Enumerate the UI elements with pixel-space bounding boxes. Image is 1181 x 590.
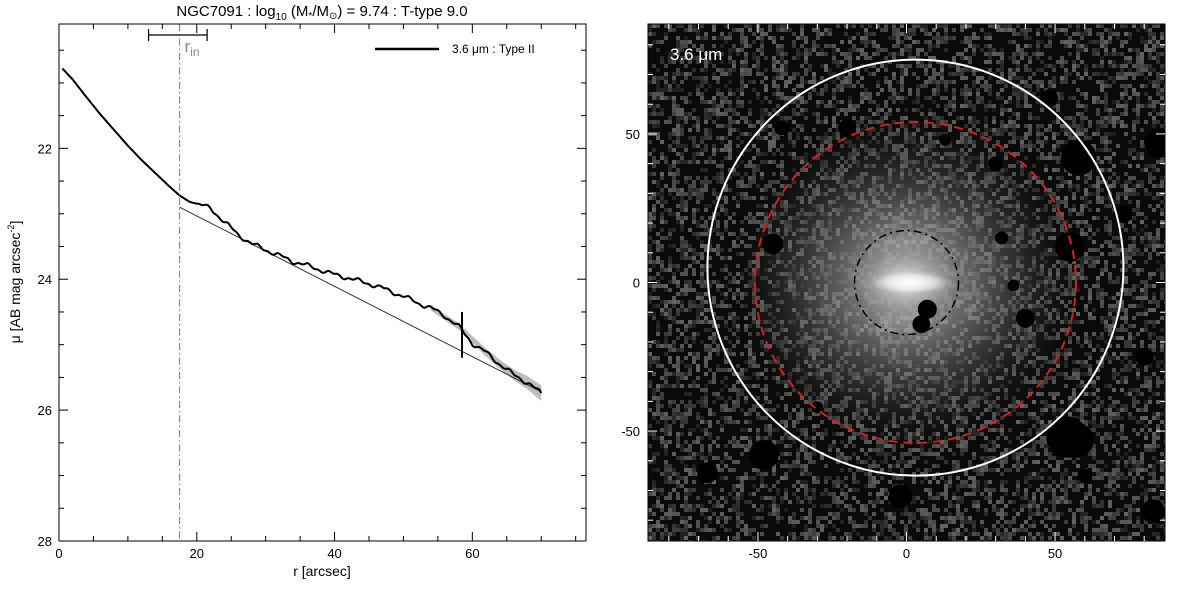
masked-source [838, 119, 856, 137]
x-tick-label: 50 [1048, 546, 1062, 561]
galaxy-image-panel: 3.6 μm -50 0 50 50 0 -50 [621, 23, 1166, 561]
fit-line [179, 206, 542, 393]
r-in-label: rin [185, 37, 200, 59]
noise-pixels [648, 28, 1165, 541]
x-tick-label: 0 [55, 546, 62, 561]
noise-pixels [652, 24, 1165, 541]
masked-source [762, 233, 784, 255]
chart-title: NGC7091 : log10 (M*/M⊙) = 9.74 : T-type … [176, 3, 467, 23]
legend: 3.6 μm : Type II [375, 42, 535, 56]
masked-source [811, 401, 824, 414]
profile-panel: NGC7091 : log10 (M*/M⊙) = 9.74 : T-type … [6, 3, 587, 579]
profile-plot-frame [58, 23, 587, 542]
band-label: 3.6 μm [670, 45, 722, 64]
masked-source [1055, 231, 1085, 262]
profile-line [61, 67, 543, 394]
x-tick-label: 20 [190, 546, 204, 561]
masked-source [1040, 89, 1059, 108]
x-tick-label: 60 [465, 546, 479, 561]
masked-source [1144, 127, 1165, 158]
legend-label: 3.6 μm : Type II [452, 42, 535, 56]
masked-source [1141, 499, 1165, 524]
masked-source [888, 484, 913, 509]
masked-source [1077, 468, 1093, 484]
masked-source [774, 120, 790, 136]
aperture-circles [706, 58, 1125, 477]
galaxy-emission [734, 119, 1079, 446]
galaxy-core [868, 270, 953, 295]
y-tick-label: 22 [38, 141, 52, 156]
masked-source [697, 462, 718, 484]
y-tick-label: 24 [38, 272, 52, 287]
y-tick-label: 26 [38, 403, 52, 418]
masked-source [1015, 308, 1035, 328]
x-axis-title: r [arcsec] [293, 563, 351, 579]
masked-source [939, 133, 952, 146]
y-tick-label: -50 [621, 424, 640, 439]
masked-sources [697, 89, 1165, 524]
y-axis-title: μ [AB mag arcsec-2] [6, 221, 23, 344]
disk-aperture-circle [753, 121, 1077, 444]
profile-plot-area: rin [61, 24, 543, 541]
y-tick-label: 28 [38, 534, 52, 549]
x-tick-label: -50 [749, 546, 768, 561]
masked-source [1061, 139, 1097, 176]
y-tick-label: 50 [626, 127, 640, 142]
masked-source [917, 299, 937, 319]
uncertainty-band [431, 305, 542, 401]
noise-pixels [648, 24, 1156, 541]
masked-source [749, 439, 779, 470]
inner-aperture-circle [853, 229, 960, 336]
masked-source [995, 231, 1009, 245]
noise-pixels [652, 24, 1165, 540]
masked-source [912, 315, 931, 334]
y-tick-label: 0 [633, 276, 640, 291]
masked-source [1007, 279, 1020, 292]
x-tick-label: 0 [903, 546, 910, 561]
masked-source [988, 156, 1004, 172]
masked-source [1135, 347, 1154, 366]
masked-source [1058, 422, 1094, 458]
outer-aperture-circle [706, 58, 1125, 477]
x-tick-label: 40 [327, 546, 341, 561]
masked-source [1114, 205, 1133, 224]
